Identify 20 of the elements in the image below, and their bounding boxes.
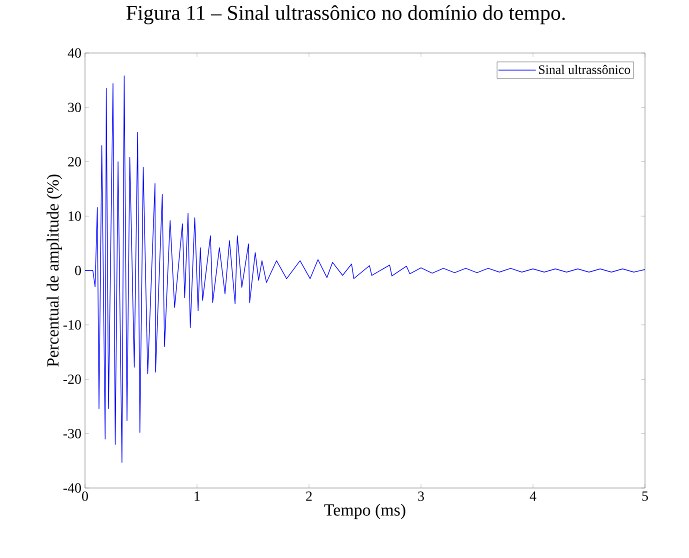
y-tick-label: -30 [63, 428, 81, 438]
x-tick-label: 4 [530, 492, 536, 501]
legend-label: Sinal ultrassônico [539, 64, 630, 74]
y-axis-title: Percentual de amplitude (%) [46, 174, 62, 367]
y-tick-label: 20 [68, 157, 81, 166]
y-tick-label: -20 [63, 374, 81, 384]
x-tick-label: 1 [194, 492, 200, 501]
y-tick-label: 10 [68, 211, 81, 221]
line-series [85, 75, 646, 463]
x-tick-label: 5 [642, 492, 648, 501]
y-tick-label: 0 [75, 266, 81, 276]
y-tick-label: 40 [68, 48, 81, 58]
chart-title: Figura 11 – Sinal ultrassônico no domínio do tempo. [126, 5, 565, 24]
x-tick-label: 2 [306, 492, 312, 501]
y-tick-label: -10 [63, 320, 81, 330]
x-tick-label: 0 [82, 492, 88, 501]
x-axis-title: Tempo (ms) [324, 504, 406, 520]
y-tick-label: 30 [68, 102, 81, 112]
x-tick-label: 3 [418, 492, 424, 501]
y-tick-label: -40 [63, 483, 81, 493]
